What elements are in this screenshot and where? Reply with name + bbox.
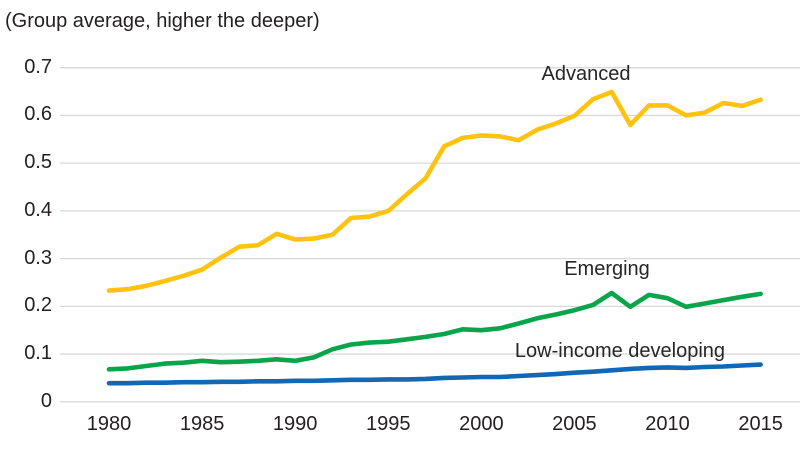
x-tick-label: 2010 <box>645 413 690 435</box>
emerging-line <box>106 290 763 372</box>
y-tick-label: 0.1 <box>24 342 52 365</box>
chart-subtitle: (Group average, higher the deeper) <box>5 10 320 32</box>
y-tick-label: 0.3 <box>24 246 52 269</box>
y-tick-label: 0 <box>40 389 52 412</box>
y-tick-label: 0.2 <box>24 294 52 317</box>
x-tick-label: 2015 <box>738 413 783 435</box>
y-tick-label: 0.5 <box>24 151 52 174</box>
x-tick-label: 2000 <box>459 413 504 435</box>
x-tick-label: 1990 <box>272 413 318 435</box>
x-tick-label: 1985 <box>179 413 225 435</box>
x-tick-label: 2005 <box>552 413 597 435</box>
low-income-developing-line-label: Low-income developing <box>514 340 726 362</box>
advanced-line-label: Advanced <box>541 63 631 85</box>
low-income-developing-line <box>106 362 763 386</box>
x-tick-label: 1995 <box>366 413 411 435</box>
x-tick-label: 1980 <box>86 413 132 435</box>
advanced-line <box>106 89 763 293</box>
y-tick-label: 0.7 <box>24 55 52 78</box>
y-tick-label: 0.6 <box>24 103 52 126</box>
emerging-line-label: Emerging <box>564 258 650 280</box>
y-tick-label: 0.4 <box>24 198 52 221</box>
